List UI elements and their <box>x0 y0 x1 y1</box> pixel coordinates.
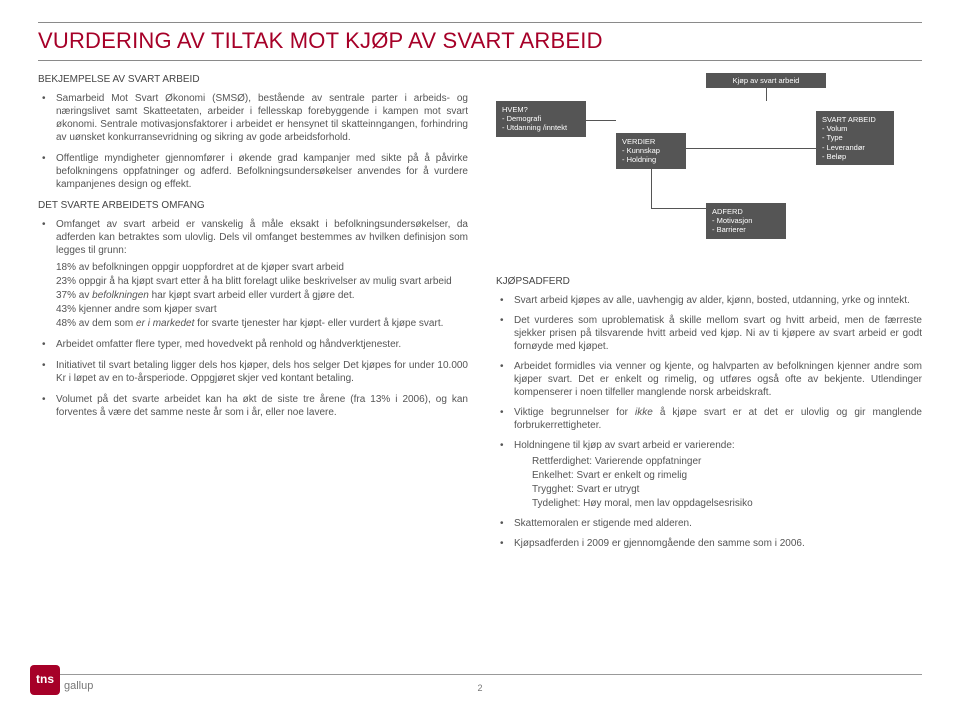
page-number: 2 <box>477 683 482 695</box>
rule-bottom <box>38 674 922 675</box>
bullet: Svart arbeid kjøpes av alle, uavhengig a… <box>496 294 922 307</box>
bullet: Arbeidet omfatter flere typer, med hoved… <box>38 338 468 351</box>
bullet: Initiativet til svart betaling ligger de… <box>38 359 468 385</box>
bullet: Volumet på det svarte arbeidet kan ha øk… <box>38 393 468 419</box>
section-head-2: DET SVARTE ARBEIDETS OMFANG <box>38 199 468 212</box>
sublist: Rettferdighet: Varierende oppfatninger E… <box>532 455 922 510</box>
bullet: Holdningene til kjøp av svart arbeid er … <box>496 439 922 510</box>
diagram-box-adferd: ADFERD - Motivasjon - Barrierer <box>706 203 786 239</box>
bullet-text: Omfanget av svart arbeid er vanskelig å … <box>56 219 468 256</box>
sub-line: Tydelighet: Høy moral, men lav oppdagels… <box>532 497 922 510</box>
sub-line: 43% kjenner andre som kjøper svart <box>56 303 468 316</box>
diagram-line <box>586 120 616 121</box>
bullet: Omfanget av svart arbeid er vanskelig å … <box>38 218 468 330</box>
section-head-right: KJØPSADFERD <box>496 275 922 288</box>
sub-line: 23% oppgir å ha kjøpt svart etter å ha b… <box>56 275 468 288</box>
logo-square: tns <box>30 665 60 695</box>
rule-mid <box>38 60 922 61</box>
diagram-line <box>651 168 652 208</box>
diagram-box-verdier: VERDIER - Kunnskap - Holdning <box>616 133 686 169</box>
bullet: Det vurderes som uproblematisk å skille … <box>496 314 922 353</box>
bullet: Arbeidet formidles via venner og kjente,… <box>496 360 922 399</box>
sublist: 18% av befolkningen oppgir uoppfordret a… <box>56 261 468 330</box>
sub-line: 37% av befolkningen har kjøpt svart arbe… <box>56 289 468 302</box>
logo-text: gallup <box>64 679 93 695</box>
bullet-list-2: Omfanget av svart arbeid er vanskelig å … <box>38 218 468 419</box>
sub-line: 48% av dem som er i markedet for svarte … <box>56 317 468 330</box>
bullet: Skattemoralen er stigende med alderen. <box>496 517 922 530</box>
columns: BEKJEMPELSE AV SVART ARBEID Samarbeid Mo… <box>38 73 922 557</box>
bullet: Viktige begrunnelser for ikke å kjøpe sv… <box>496 406 922 432</box>
bullet: Kjøpsadferden i 2009 er gjennomgående de… <box>496 537 922 550</box>
column-right: Kjøp av svart arbeid HVEM? - Demografi -… <box>496 73 922 557</box>
logo: tns gallup <box>30 665 93 695</box>
sub-line: 18% av befolkningen oppgir uoppfordret a… <box>56 261 468 274</box>
column-left: BEKJEMPELSE AV SVART ARBEID Samarbeid Mo… <box>38 73 468 557</box>
sub-line: Trygghet: Svart er utrygt <box>532 483 922 496</box>
bullet-list-right: Svart arbeid kjøpes av alle, uavhengig a… <box>496 294 922 550</box>
bullet: Samarbeid Mot Svart Økonomi (SMSØ), best… <box>38 92 468 144</box>
page-title: VURDERING AV TILTAK MOT KJØP AV SVART AR… <box>38 27 922 56</box>
section-head-1: BEKJEMPELSE AV SVART ARBEID <box>38 73 468 86</box>
sub-line: Enkelhet: Svart er enkelt og rimelig <box>532 469 922 482</box>
diagram-line <box>686 148 816 149</box>
diagram-box-svart: SVART ARBEID - Volum - Type - Leverandør… <box>816 111 894 166</box>
diagram-line <box>766 85 767 101</box>
diagram-box-hvem: HVEM? - Demografi - Utdanning /inntekt <box>496 101 586 137</box>
bullet-list-1: Samarbeid Mot Svart Økonomi (SMSØ), best… <box>38 92 468 191</box>
diagram: Kjøp av svart arbeid HVEM? - Demografi -… <box>496 73 922 263</box>
rule-top <box>38 22 922 23</box>
diagram-line <box>651 208 706 209</box>
sub-line: Rettferdighet: Varierende oppfatninger <box>532 455 922 468</box>
bullet: Offentlige myndigheter gjennomfører i øk… <box>38 152 468 191</box>
